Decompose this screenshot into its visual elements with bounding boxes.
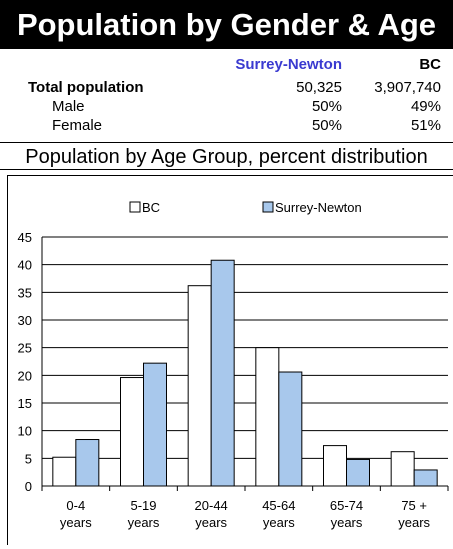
surrey-value: 50% xyxy=(311,117,342,134)
surrey-value: 50% xyxy=(311,98,342,115)
page-title: Population by Gender & Age xyxy=(0,0,453,49)
x-tick-label: 20-44 xyxy=(195,498,228,513)
y-tick-label: 15 xyxy=(18,396,32,411)
row-label: Total population xyxy=(28,79,144,96)
x-tick-label: years xyxy=(398,515,430,530)
chart-frame: 0 5 10 15 20 25 30 35 40 45 0-4 years 5-19 years 20-44… xyxy=(7,175,453,545)
x-tick-label: years xyxy=(331,515,363,530)
bc-value: 3,907,740 xyxy=(374,79,441,96)
legend-swatch xyxy=(262,201,274,213)
bc-value: 51% xyxy=(410,117,441,134)
column-header-bc: BC xyxy=(419,56,441,73)
column-header-surrey: Surrey-Newton xyxy=(235,56,342,73)
bar-bc xyxy=(187,285,212,487)
row-label: Female xyxy=(52,117,103,134)
bar-bc xyxy=(255,347,280,487)
bar-surrey xyxy=(413,469,438,487)
bar-bc xyxy=(323,445,347,487)
x-tick-label: years xyxy=(128,515,160,530)
y-tick-label: 0 xyxy=(25,479,32,494)
y-tick-label: 30 xyxy=(18,313,32,328)
bar-surrey xyxy=(75,439,100,487)
population-summary-table: Surrey-Newton BC Total population 50,325… xyxy=(0,49,453,139)
y-tick-label: 5 xyxy=(25,451,32,466)
age-distribution-chart: 0 5 10 15 20 25 30 35 40 45 0-4 years 5-19 years 20-44… xyxy=(18,200,449,530)
bc-value: 49% xyxy=(410,98,441,115)
surrey-value: 50,325 xyxy=(296,79,342,96)
y-tick-label: 45 xyxy=(18,230,32,245)
x-tick-label: 75 + xyxy=(401,498,427,513)
y-tick-label: 10 xyxy=(18,424,32,439)
y-tick-label: 25 xyxy=(18,341,32,356)
table-row: Male 50% 49% xyxy=(0,97,453,117)
x-tick-label: 5-19 xyxy=(130,498,156,513)
table-row: Female 50% 51% xyxy=(0,116,453,136)
bar-bc xyxy=(52,456,77,487)
x-tick-label: 0-4 xyxy=(66,498,85,513)
x-tick-label: 45-64 xyxy=(262,498,295,513)
bar-surrey xyxy=(346,458,370,487)
x-tick-label: 65-74 xyxy=(330,498,363,513)
table-row: Total population 50,325 3,907,740 xyxy=(0,78,453,98)
bar-bc xyxy=(120,377,144,487)
x-tick-label: years xyxy=(60,515,92,530)
bar-surrey xyxy=(143,362,167,487)
bar-surrey xyxy=(278,371,303,487)
x-tick-label: years xyxy=(263,515,295,530)
legend-label: Surrey-Newton xyxy=(275,200,362,215)
row-label: Male xyxy=(52,98,85,115)
y-tick-label: 40 xyxy=(18,258,32,273)
y-tick-label: 35 xyxy=(18,285,32,300)
chart-subtitle: Population by Age Group, percent distrib… xyxy=(0,142,453,170)
x-tick-label: years xyxy=(195,515,227,530)
y-tick-label: 20 xyxy=(18,368,32,383)
legend-label: BC xyxy=(142,200,160,215)
legend-swatch xyxy=(129,201,141,213)
bar-bc xyxy=(390,451,415,487)
table-header-row: Surrey-Newton BC xyxy=(0,55,453,75)
bar-surrey xyxy=(210,259,235,487)
